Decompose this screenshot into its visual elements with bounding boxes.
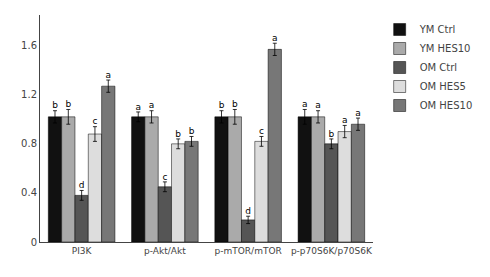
svg-text:b: b	[52, 100, 58, 110]
svg-text:a: a	[106, 70, 112, 80]
svg-text:1.2: 1.2	[21, 89, 37, 100]
svg-text:OM HES10: OM HES10	[420, 100, 473, 111]
svg-text:d: d	[79, 180, 85, 190]
svg-text:d: d	[245, 206, 251, 216]
svg-text:0: 0	[31, 237, 37, 248]
svg-text:OM Ctrl: OM Ctrl	[420, 62, 457, 73]
svg-text:b: b	[219, 100, 225, 110]
svg-text:a: a	[135, 102, 141, 112]
svg-text:b: b	[65, 99, 71, 109]
svg-text:c: c	[259, 126, 264, 136]
svg-text:a: a	[272, 33, 278, 43]
svg-text:YM Ctrl: YM Ctrl	[419, 24, 456, 35]
svg-text:YM HES10: YM HES10	[419, 43, 471, 54]
svg-text:b: b	[189, 126, 195, 136]
svg-text:p-mTOR/mTOR: p-mTOR/mTOR	[215, 246, 282, 256]
svg-text:0.4: 0.4	[21, 187, 37, 198]
svg-text:a: a	[315, 100, 321, 110]
svg-text:p-Akt/Akt: p-Akt/Akt	[144, 246, 186, 256]
svg-text:b: b	[232, 99, 238, 109]
svg-text:b: b	[329, 129, 335, 139]
svg-text:a: a	[342, 115, 348, 125]
svg-text:a: a	[149, 100, 155, 110]
svg-text:PI3K: PI3K	[72, 246, 93, 256]
svg-text:1.6: 1.6	[21, 40, 37, 51]
svg-text:a: a	[302, 99, 308, 109]
svg-text:c: c	[162, 172, 167, 182]
svg-text:c: c	[92, 116, 97, 126]
svg-text:p-p70S6K/p70S6K: p-p70S6K/p70S6K	[291, 246, 373, 256]
svg-text:OM HES5: OM HES5	[420, 81, 466, 92]
svg-text:a: a	[355, 108, 361, 118]
svg-text:b: b	[175, 129, 181, 139]
svg-text:0.8: 0.8	[21, 138, 37, 149]
